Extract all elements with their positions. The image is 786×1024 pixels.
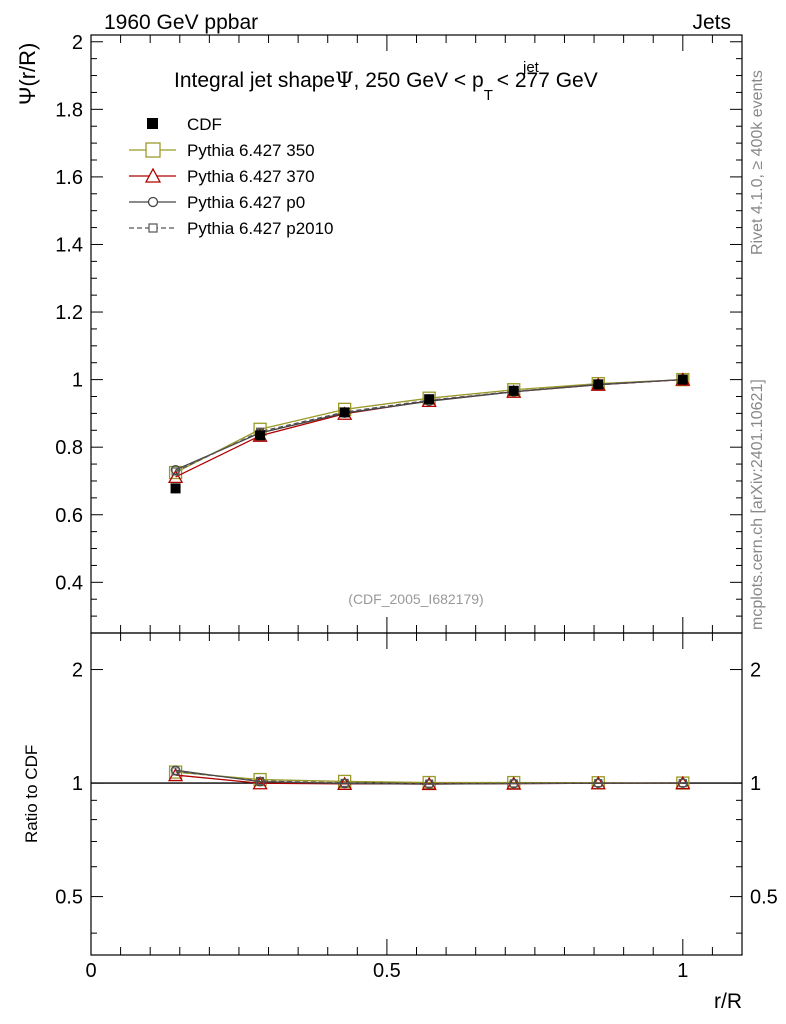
header-left: 1960 GeV ppbar [104,11,258,34]
legend-marker-p2010 [148,223,158,233]
ratio-tick-label: 2 [72,660,83,682]
ratio-tick-label-right: 1 [750,773,761,795]
y-tick-label: 0.4 [55,572,83,594]
data-point [508,385,519,396]
ratio-point-3 [340,778,349,787]
legend: CDF Pythia 6.427 350 Pythia 6.427 370 Py… [129,115,334,238]
legend-label-cdf: CDF [187,115,222,134]
title-range-hi: < 277 GeV [491,69,598,92]
ratio-point-3 [425,779,434,788]
series-line-2 [175,378,683,471]
ratio-panel [90,632,743,956]
plot-title: Integral jet shapeΨ, 250 GeV < pT < 277 … [174,68,598,104]
ratio-tick-label-right: 2 [750,660,761,682]
y-tick-label: 2 [72,32,83,54]
data-point [593,379,604,390]
ratio-point-3 [594,779,603,788]
x-axis-label: r/R [714,990,742,1013]
ratio-series [167,765,691,791]
ratio-tick-label: 1 [72,773,83,795]
data-point [255,430,266,441]
legend-label-p0: Pythia 6.427 p0 [187,193,305,212]
mcplots-label: mcplots.cern.ch [arXiv:2401.10621] [749,379,766,630]
title-prefix: Integral jet shape [174,69,335,92]
y-axis-label: Ψ(r/R) [15,43,40,105]
x-tick-label: 0 [85,960,96,982]
data-point [677,374,688,385]
x-tick-label: 0.5 [373,960,401,982]
ratio-line-2 [175,769,683,785]
ratio-point-3 [171,767,180,776]
title-sub: T [484,87,493,104]
y-tick-label: 1 [72,370,83,392]
series-point-0 [168,465,183,480]
y-tick-label: 1.8 [55,99,83,121]
series-point-3 [171,467,180,476]
y-tick-label: 0.8 [55,437,83,459]
y-tick-label: 1.2 [55,302,83,324]
legend-marker-370 [144,167,162,183]
main-series [167,372,691,494]
title-psi: Ψ [335,68,353,92]
data-point [424,394,435,405]
legend-marker-350 [145,142,161,158]
legend-marker-cdf [147,118,158,129]
ratio-point-3 [256,776,265,785]
ratio-point-2 [677,778,688,788]
legend-marker-p0 [147,196,159,208]
x-tick-label: 1 [677,960,688,982]
legend-label-p2010: Pythia 6.427 p2010 [187,219,334,238]
ratio-tick-label-right: 0.5 [750,887,778,909]
ratio-point-3 [678,779,687,788]
ratio-tick-label: 0.5 [55,887,83,909]
y-tick-label: 1.4 [55,234,83,256]
series-line-3 [175,378,683,473]
data-point [339,407,350,418]
title-range-lo: , 250 GeV < p [354,69,484,92]
title-sup: jet [522,59,540,76]
data-point [170,483,181,494]
series-line-0 [175,378,683,474]
legend-label-350: Pythia 6.427 350 [187,141,315,160]
ratio-point-3 [509,779,518,788]
legend-label-370: Pythia 6.427 370 [187,167,315,186]
y-tick-label: 0.6 [55,505,83,527]
header-right: Jets [692,11,731,34]
y-tick-label: 1.6 [55,167,83,189]
analysis-id: (CDF_2005_I682179) [348,591,483,607]
series-point-1 [167,469,184,484]
rivet-label: Rivet 4.1.0, ≥ 400k events [749,70,766,255]
axis-tick-labels: 0.4 0.6 0.8 1 1.2 1.4 1.6 1.8 2 0 0.5 1 0.5 0.5 1 1 2 2 [55,32,778,982]
ratio-y-axis-label: Ratio to CDF [22,745,41,843]
